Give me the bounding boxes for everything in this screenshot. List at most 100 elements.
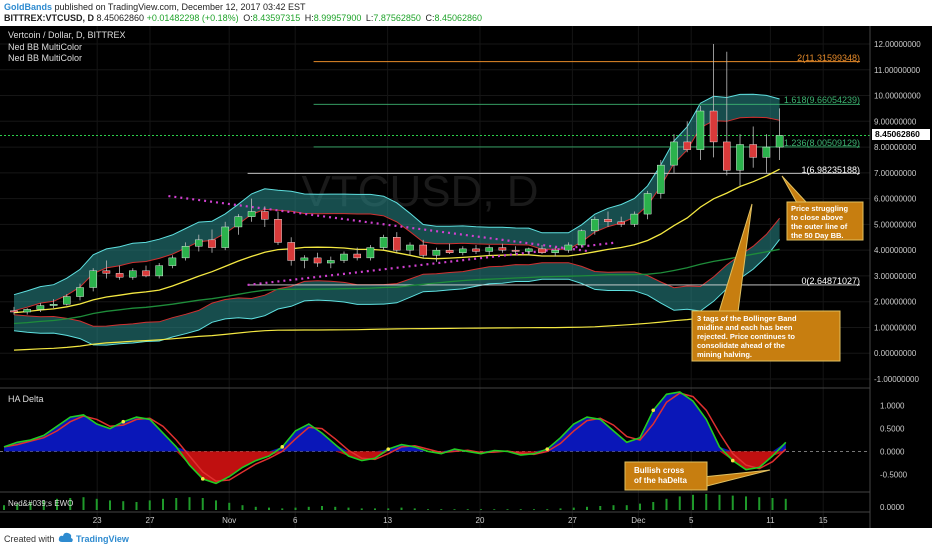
ewo-bar bbox=[215, 500, 217, 510]
candle bbox=[393, 237, 401, 251]
annotation-1-box bbox=[786, 201, 864, 241]
ewo-bar bbox=[334, 506, 337, 510]
ewo-bar bbox=[692, 494, 694, 510]
candle bbox=[432, 249, 441, 256]
ewo-bar bbox=[281, 508, 284, 510]
ewo-bar bbox=[307, 506, 310, 510]
ewo-bar bbox=[784, 498, 787, 510]
candle bbox=[155, 265, 164, 277]
ewo-bar bbox=[639, 503, 641, 510]
ewo-bar bbox=[387, 508, 390, 510]
open-value: 8.43597315 bbox=[252, 13, 301, 23]
high-label: H: bbox=[304, 13, 314, 23]
candle bbox=[168, 257, 177, 266]
x-tick-label: 27 bbox=[146, 516, 155, 525]
ewo-bar bbox=[360, 508, 363, 510]
candle bbox=[366, 247, 375, 259]
ewo-bar bbox=[42, 500, 45, 510]
ewo-bar bbox=[16, 503, 19, 510]
ha-tick-label: 0.0000 bbox=[880, 447, 905, 456]
ha-positive-area bbox=[4, 392, 786, 452]
candle bbox=[406, 244, 414, 251]
candle bbox=[775, 135, 784, 148]
candle bbox=[564, 244, 573, 251]
ewo-bar bbox=[705, 494, 708, 510]
candle bbox=[485, 247, 494, 252]
price-change: +0.01482298 (+0.18%) bbox=[146, 13, 239, 23]
candle bbox=[10, 310, 18, 313]
author-link[interactable]: GoldBands bbox=[4, 2, 53, 12]
ha-tick-label: 0.5000 bbox=[880, 425, 905, 434]
publish-line: GoldBands published on TradingView.com, … bbox=[4, 2, 306, 12]
candle bbox=[683, 141, 691, 150]
chart-area[interactable]: VTCUSD, D 12.0000000011.0000000010.00000… bbox=[0, 26, 932, 528]
candle bbox=[749, 144, 757, 158]
candle bbox=[617, 221, 625, 225]
candle bbox=[577, 230, 586, 246]
bb-midline bbox=[13, 168, 780, 314]
low-label: L: bbox=[365, 13, 374, 23]
ewo-bar bbox=[347, 507, 350, 510]
ha-delta-line bbox=[3, 391, 787, 485]
candle bbox=[538, 248, 546, 253]
candle bbox=[525, 248, 533, 252]
y-tick-label: 1.00000000 bbox=[874, 323, 917, 332]
tradingview-cloud-icon bbox=[58, 532, 73, 542]
ewo-bar bbox=[294, 507, 297, 510]
ewo-label: Ned&#039;s EWO bbox=[8, 499, 73, 508]
ewo-bar bbox=[69, 498, 72, 510]
candle bbox=[709, 110, 718, 143]
close-value: 8.45062860 bbox=[434, 13, 483, 23]
x-tick-label: 5 bbox=[689, 516, 694, 525]
candle bbox=[23, 309, 32, 313]
ha-cross-dot bbox=[651, 408, 656, 413]
upper-inner-line bbox=[13, 116, 780, 312]
y-tick-label: 12.00000000 bbox=[874, 40, 921, 49]
x-tick-label: 6 bbox=[293, 516, 298, 525]
ha-cross-dot bbox=[730, 458, 735, 463]
ewo-bar bbox=[519, 509, 522, 510]
ewo-bar bbox=[400, 507, 403, 510]
candle bbox=[261, 211, 269, 220]
candle bbox=[300, 257, 309, 261]
candle bbox=[49, 304, 58, 306]
fib-label-1: 1(6.98235188) bbox=[801, 165, 860, 175]
ewo-bar bbox=[665, 498, 668, 510]
candle bbox=[551, 249, 559, 253]
candle bbox=[181, 246, 190, 259]
ewo-bar bbox=[201, 498, 204, 510]
candle bbox=[630, 213, 639, 225]
candle bbox=[313, 257, 322, 264]
ewo-bar bbox=[148, 500, 151, 510]
price-axis[interactable]: 12.00000000 11.00000000 10.00000000 9.00000… bbox=[874, 40, 921, 512]
indicator-label-2: Ned BB MultiColor bbox=[8, 53, 82, 63]
candle bbox=[419, 244, 428, 256]
ohlc-line: BITTREX:VTCUSD, D 8.45062860 +0.01482298… bbox=[4, 13, 482, 23]
ewo-bar bbox=[29, 502, 32, 510]
tradingview-link[interactable]: TradingView bbox=[76, 534, 129, 544]
chart-title: Vertcoin / Dollar, D, BITTREX bbox=[8, 30, 126, 40]
candle bbox=[472, 248, 480, 252]
ha-cross-dot bbox=[200, 477, 205, 481]
annotation-3-box bbox=[624, 461, 708, 491]
ha-delta-label: HA Delta bbox=[8, 394, 44, 404]
ewo-bar bbox=[718, 494, 721, 510]
ha-tick-label: -0.5000 bbox=[880, 470, 908, 479]
candle bbox=[247, 211, 256, 217]
ha-cross-dot bbox=[280, 445, 285, 449]
time-axis[interactable]: 23 27 Nov 6 13 20 27 Dec 5 11 15 bbox=[93, 516, 828, 525]
ewo-bar bbox=[241, 505, 244, 510]
ha-cross-dot bbox=[386, 447, 391, 451]
ewo-bar bbox=[122, 501, 125, 510]
ewo-bar bbox=[453, 509, 456, 510]
candle bbox=[194, 239, 203, 247]
y-tick-label: 10.00000000 bbox=[874, 92, 921, 101]
annotations: Price struggling to close above the oute… bbox=[624, 175, 864, 491]
ewo-bar bbox=[652, 502, 655, 510]
ewo-bar bbox=[731, 495, 734, 510]
ewo-bar bbox=[440, 509, 443, 510]
ewo-bar bbox=[413, 508, 416, 510]
published-text: published on TradingView.com, December 1… bbox=[54, 2, 306, 12]
ewo-bar bbox=[586, 506, 588, 510]
